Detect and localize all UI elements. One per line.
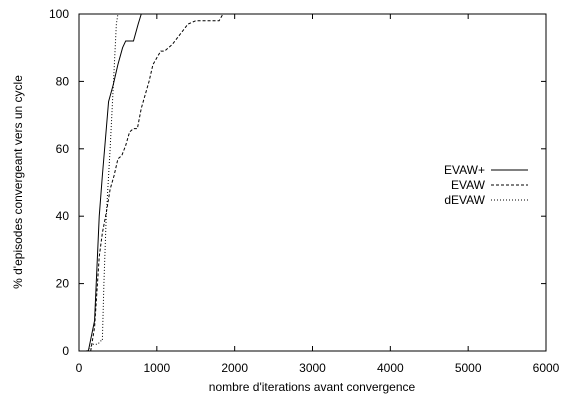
y-tick-label: 60 bbox=[56, 142, 70, 156]
y-axis-ticks: 0 20 40 60 80 100 bbox=[49, 7, 546, 358]
series-lines bbox=[86, 13, 235, 352]
legend-label: EVAW+ bbox=[444, 163, 485, 177]
y-tick-label: 20 bbox=[56, 277, 70, 291]
y-tick-label: 100 bbox=[49, 7, 69, 21]
series-line-evaw bbox=[90, 13, 235, 352]
legend-label: dEVAW bbox=[444, 193, 485, 207]
y-axis-label: % d'episodes convergeant vers un cycle bbox=[11, 75, 25, 289]
x-tick-label: 6000 bbox=[533, 361, 560, 375]
x-tick-label: 5000 bbox=[455, 361, 482, 375]
x-axis-ticks: 0 1000 2000 3000 4000 5000 6000 bbox=[76, 14, 560, 375]
legend-label: EVAW bbox=[451, 178, 486, 192]
x-axis-label: nombre d'iterations avant convergence bbox=[209, 380, 416, 394]
y-tick-label: 40 bbox=[56, 209, 70, 223]
x-tick-label: 2000 bbox=[221, 361, 248, 375]
x-tick-label: 1000 bbox=[143, 361, 170, 375]
x-tick-label: 4000 bbox=[377, 361, 404, 375]
y-tick-label: 80 bbox=[56, 74, 70, 88]
y-tick-label: 0 bbox=[62, 344, 69, 358]
x-tick-label: 3000 bbox=[299, 361, 326, 375]
series-line-devaw bbox=[86, 13, 119, 352]
x-tick-label: 0 bbox=[76, 361, 83, 375]
series-line-evawplus bbox=[87, 13, 142, 352]
